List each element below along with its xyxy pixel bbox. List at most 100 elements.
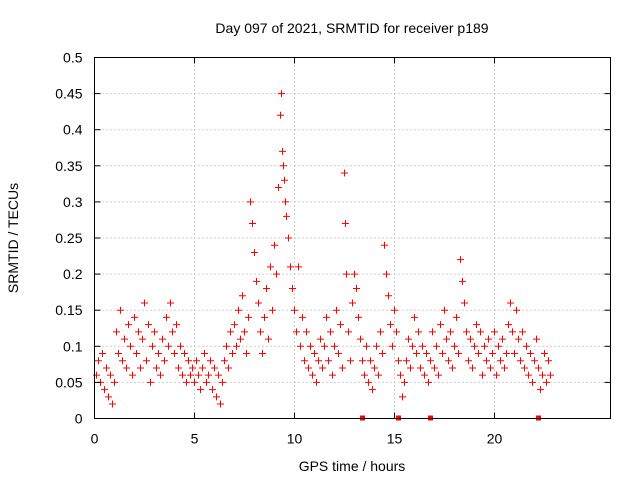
grid-lines — [94, 57, 611, 419]
data-point — [143, 357, 150, 365]
data-point — [237, 335, 244, 343]
data-point — [353, 285, 360, 293]
data-point — [229, 350, 236, 358]
data-point — [455, 350, 462, 358]
data-point — [199, 364, 206, 372]
data-point — [277, 111, 284, 119]
data-point — [253, 277, 260, 285]
data-point — [301, 357, 308, 365]
data-point — [278, 90, 285, 98]
data-point — [377, 328, 384, 336]
data-point — [311, 350, 318, 358]
data-point — [115, 350, 122, 358]
data-point — [385, 292, 392, 300]
data-point — [459, 277, 466, 285]
data-point — [529, 378, 536, 386]
data-point — [121, 335, 128, 343]
data-point — [215, 371, 222, 379]
data-point — [299, 313, 306, 321]
data-point — [435, 371, 442, 379]
data-point — [535, 364, 542, 372]
data-point — [501, 364, 508, 372]
data-point — [333, 306, 340, 314]
data-point — [499, 335, 506, 343]
data-point — [325, 357, 332, 365]
data-point — [375, 371, 382, 379]
data-point — [235, 306, 242, 314]
data-point — [133, 350, 140, 358]
data-point — [223, 342, 230, 350]
data-point — [355, 313, 362, 321]
data-point — [283, 212, 290, 220]
y-tick-label: 0.2 — [63, 266, 83, 282]
data-point — [145, 321, 152, 329]
data-point — [365, 378, 372, 386]
x-tick-label: 10 — [287, 431, 303, 447]
data-point — [429, 328, 436, 336]
data-point — [233, 342, 240, 350]
data-point — [173, 321, 180, 329]
data-point — [379, 350, 386, 358]
data-point — [399, 393, 406, 401]
data-point — [449, 364, 456, 372]
data-point — [423, 350, 430, 358]
data-point — [495, 342, 502, 350]
data-point — [257, 328, 264, 336]
data-point — [227, 328, 234, 336]
data-point — [123, 364, 130, 372]
data-point — [443, 335, 450, 343]
data-point — [239, 292, 246, 300]
data-point — [337, 321, 344, 329]
data-point — [259, 350, 266, 358]
data-point — [221, 357, 228, 365]
data-point — [99, 350, 106, 358]
data-point — [485, 335, 492, 343]
data-point — [537, 386, 544, 394]
data-point — [269, 306, 276, 314]
data-point — [137, 364, 144, 372]
data-point — [157, 371, 164, 379]
data-point — [213, 393, 220, 401]
data-point — [153, 364, 160, 372]
data-point — [543, 378, 550, 386]
data-point — [479, 371, 486, 379]
data-point — [183, 378, 190, 386]
data-point — [113, 328, 120, 336]
data-point — [433, 342, 440, 350]
data-point — [401, 378, 408, 386]
data-point — [247, 198, 254, 206]
data-point — [329, 371, 336, 379]
x-tick-label: 0 — [91, 431, 99, 447]
data-point — [167, 299, 174, 307]
data-point — [131, 313, 138, 321]
x-tick-label: 15 — [387, 431, 403, 447]
x-axis-label: GPS time / hours — [299, 458, 406, 474]
data-point — [373, 342, 380, 350]
y-tick-label: 0.1 — [63, 338, 83, 354]
data-point — [341, 169, 348, 177]
data-point — [323, 313, 330, 321]
data-point — [191, 378, 198, 386]
data-point — [403, 357, 410, 365]
data-point — [471, 342, 478, 350]
data-point — [163, 313, 170, 321]
data-point — [413, 350, 420, 358]
data-point — [389, 342, 396, 350]
data-point — [391, 306, 398, 314]
data-point — [407, 364, 414, 372]
data-point — [381, 241, 388, 249]
data-point — [342, 220, 349, 228]
data-point — [363, 342, 370, 350]
data-point — [159, 335, 166, 343]
data-point — [303, 328, 310, 336]
data-point — [369, 386, 376, 394]
data-point — [165, 342, 172, 350]
data-point — [547, 371, 554, 379]
data-point — [107, 371, 114, 379]
data-point — [531, 357, 538, 365]
x-tick-label: 20 — [487, 431, 503, 447]
data-point — [245, 313, 252, 321]
data-point — [95, 357, 102, 365]
data-point — [103, 364, 110, 372]
